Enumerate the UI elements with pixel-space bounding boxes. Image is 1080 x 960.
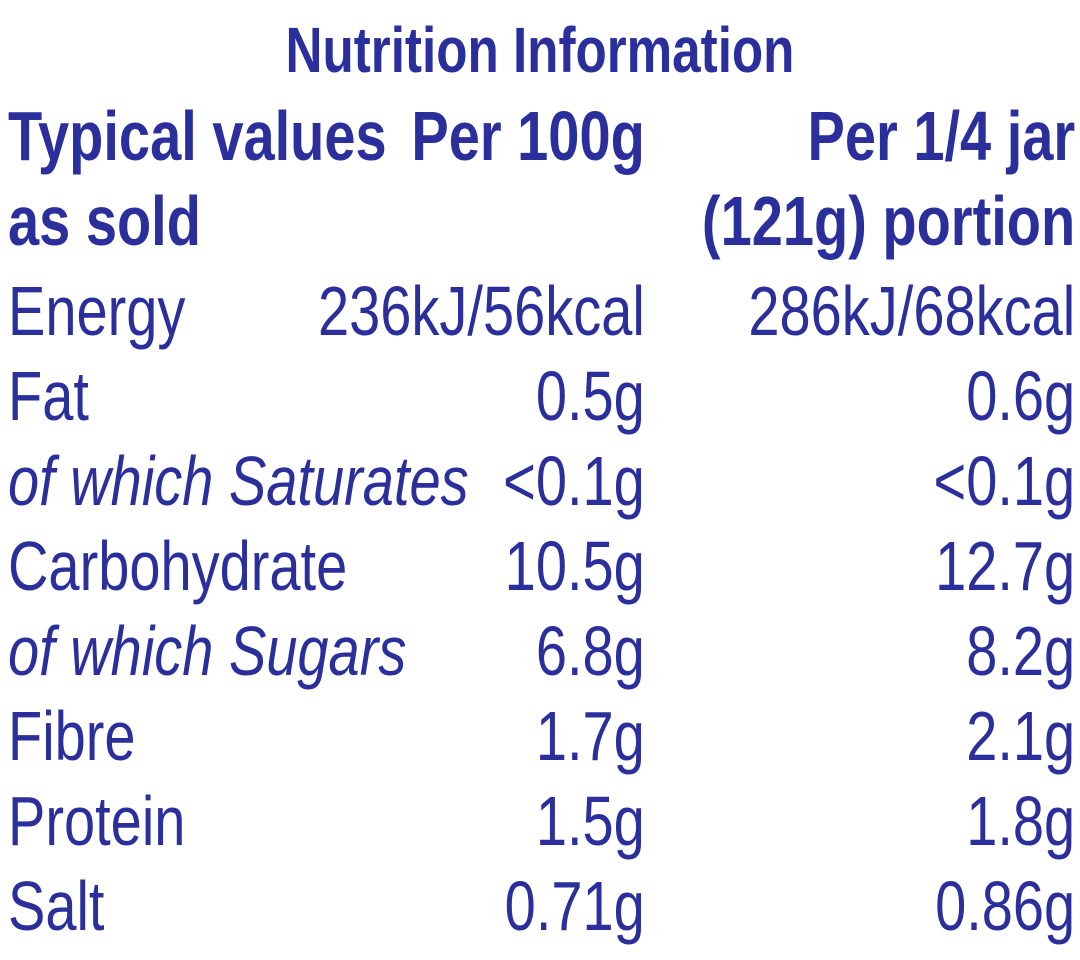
cell: 8.2g xyxy=(966,613,1075,690)
cell: Carbohydrate xyxy=(8,528,347,605)
cell: 286kJ/68kcal xyxy=(748,273,1075,350)
cell: 236kJ/56kcal xyxy=(318,273,645,350)
cell: 12.7g xyxy=(935,528,1075,605)
cell: of which Sugars xyxy=(8,613,406,690)
title: Nutrition Information xyxy=(286,16,795,87)
cell: 1.7g xyxy=(536,698,645,775)
header-cell: Per 1/4 jar xyxy=(808,98,1076,175)
header-cell: (121g) portion xyxy=(702,183,1075,260)
cell: 2.1g xyxy=(966,698,1075,775)
cell: 1.8g xyxy=(966,783,1075,860)
header-cell: as sold xyxy=(8,183,201,260)
cell: Fibre xyxy=(8,698,136,775)
cell: Protein xyxy=(8,783,185,860)
cell: 6.8g xyxy=(536,613,645,690)
header-cell: Per 100g xyxy=(411,98,644,175)
cell: Energy xyxy=(8,273,186,350)
cell: Salt xyxy=(8,868,105,945)
cell: 0.5g xyxy=(536,358,645,435)
table: Nutrition Information Typical values Per … xyxy=(8,16,1075,946)
cell: 0.6g xyxy=(966,358,1075,435)
cell: of which Saturates xyxy=(8,443,469,520)
cell: 0.71g xyxy=(505,868,645,945)
header-cell: Typical values xyxy=(8,98,387,175)
cell: <0.1g xyxy=(934,443,1076,520)
cell: 0.86g xyxy=(935,868,1075,945)
cell: 1.5g xyxy=(536,783,645,860)
cell: <0.1g xyxy=(503,443,645,520)
cell: 10.5g xyxy=(505,528,645,605)
cell: Fat xyxy=(8,358,89,435)
